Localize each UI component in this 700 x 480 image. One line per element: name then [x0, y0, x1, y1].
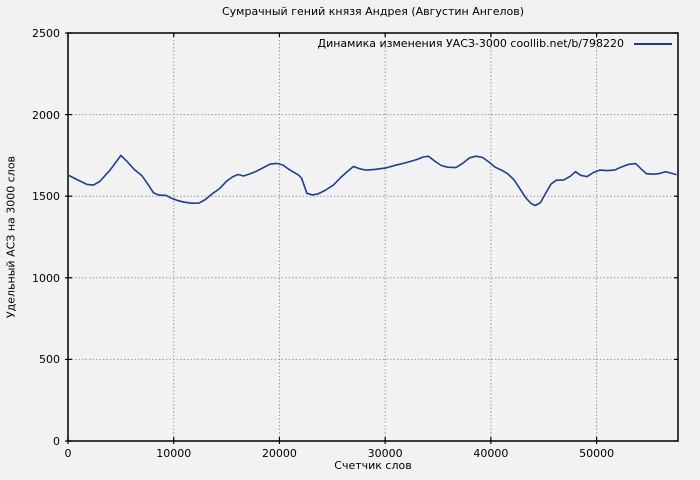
- legend-line-sample: [634, 42, 672, 45]
- y-tick-label: 0: [53, 435, 60, 448]
- legend-label: Динамика изменения УАСЗ-3000 coollib.net…: [317, 37, 625, 50]
- y-tick-label: 1000: [32, 271, 60, 285]
- plot-border: [67, 32, 679, 442]
- y-axis-label: Удельный АСЗ на 3000 слов: [4, 155, 18, 319]
- x-tick-label: 20000: [261, 447, 297, 460]
- chart-title: Сумрачный гений князя Андрея (Августин А…: [221, 5, 525, 18]
- series-line: [67, 154, 677, 207]
- x-tick-label: 40000: [473, 447, 509, 460]
- x-tick-label: 50000: [579, 447, 615, 460]
- x-tick-label: 10000: [156, 447, 192, 460]
- x-axis-label: Счетчик слов: [334, 459, 412, 472]
- x-tick-label: 30000: [367, 447, 403, 460]
- y-tick-label: 2500: [32, 27, 60, 40]
- y-tick-label: 2000: [32, 108, 60, 122]
- x-tick-label: 0: [64, 447, 72, 460]
- y-tick-label: 500: [39, 353, 60, 367]
- legend: Динамика изменения УАСЗ-3000 coollib.net…: [317, 37, 672, 50]
- y-tick-label: 1500: [32, 190, 60, 204]
